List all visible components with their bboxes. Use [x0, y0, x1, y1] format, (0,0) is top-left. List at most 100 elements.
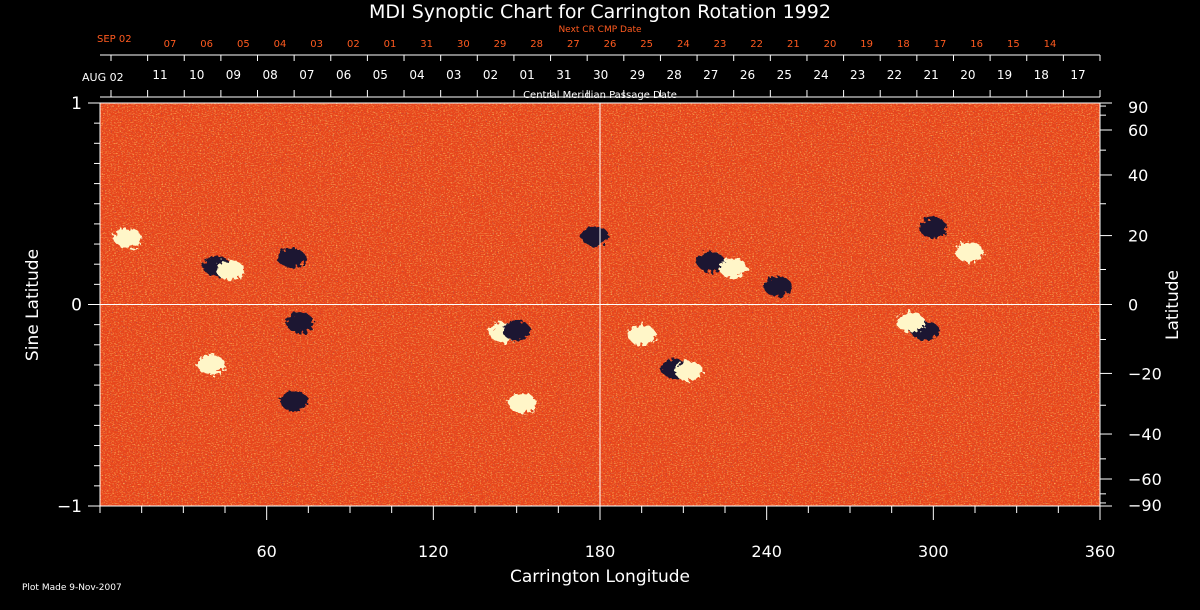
next-date-label: 26	[604, 39, 617, 50]
cmp-date-label: 20	[960, 68, 975, 82]
y-tick-label-right: −40	[1128, 425, 1162, 444]
next-date-label: 22	[750, 39, 763, 50]
next-date-label: 23	[714, 39, 727, 50]
x-tick-label: 60	[256, 542, 276, 561]
active-region	[113, 228, 142, 249]
right-axis: 90 60 40 20 0 −20 −40 −60 −90	[1100, 98, 1162, 515]
next-date-label: 15	[1007, 39, 1020, 50]
top-axis-label: Central Meridian Passage Date	[523, 90, 677, 101]
top-date-axes: Next CR CMP Date SEP 02 AUG 02 Central M…	[82, 25, 1101, 101]
cmp-date-label: 29	[630, 68, 645, 82]
next-axis-start: SEP 02	[97, 34, 132, 45]
next-date-label: 03	[310, 39, 323, 50]
y-tick-label-left: 0	[71, 296, 82, 316]
active-region	[919, 217, 948, 238]
next-axis-label: Next CR CMP Date	[558, 25, 642, 35]
top-axis-start: AUG 02	[82, 71, 124, 84]
bottom-axis: 60 120 180 240 300 360	[99, 506, 1115, 561]
active-region	[763, 276, 792, 297]
cmp-date-label: 01	[520, 68, 535, 82]
next-date-label: 06	[200, 39, 213, 50]
active-region	[508, 393, 537, 414]
cmp-date-label: 02	[483, 68, 498, 82]
next-date-label: 01	[384, 39, 397, 50]
next-date-label: 24	[677, 39, 690, 50]
x-tick-label: 300	[918, 542, 949, 561]
next-date-label: 19	[860, 39, 873, 50]
next-date-label: 17	[934, 39, 947, 50]
cmp-date-label: 19	[997, 68, 1012, 82]
cmp-date-label: 24	[813, 68, 828, 82]
cmp-date-label: 23	[850, 68, 865, 82]
y-tick-label-right: 20	[1128, 227, 1148, 246]
active-regions	[113, 217, 984, 414]
y-tick-label-left: −1	[57, 497, 82, 517]
next-date-label: 25	[640, 39, 653, 50]
plot-made-note: Plot Made 9-Nov-2007	[22, 583, 122, 593]
active-region	[719, 258, 748, 279]
next-date-label: 07	[164, 39, 177, 50]
active-region	[674, 360, 703, 381]
cmp-date-label: 21	[923, 68, 938, 82]
next-date-label: 16	[970, 39, 983, 50]
cmp-date-label: 04	[409, 68, 424, 82]
y-tick-label-right: −60	[1128, 470, 1162, 489]
next-date-label: 04	[274, 39, 287, 50]
next-date-label: 31	[420, 39, 433, 50]
next-date-label: 29	[494, 39, 507, 50]
active-region	[197, 354, 226, 375]
next-date-label: 28	[530, 39, 543, 50]
cmp-date-label: 07	[299, 68, 314, 82]
cmp-date-label: 18	[1034, 68, 1049, 82]
x-tick-label: 180	[585, 542, 616, 561]
next-date-label: 05	[237, 39, 250, 50]
active-region	[580, 225, 609, 246]
y-tick-label-right: −20	[1128, 364, 1162, 383]
active-region	[897, 312, 926, 333]
y-axis-label-right: Latitude	[1163, 270, 1183, 340]
y-tick-label-right: −90	[1128, 496, 1162, 515]
chart-title: MDI Synoptic Chart for Carrington Rotati…	[369, 1, 831, 23]
active-region	[280, 391, 309, 412]
cmp-date-label: 17	[1070, 68, 1085, 82]
active-region	[627, 324, 656, 345]
y-tick-label-right: 40	[1128, 166, 1148, 185]
cmp-date-label: 11	[152, 68, 167, 82]
cmp-date-label: 10	[189, 68, 204, 82]
active-region	[286, 312, 314, 333]
active-region	[955, 242, 984, 263]
next-date-label: 21	[787, 39, 800, 50]
y-tick-label-left: 1	[71, 94, 82, 114]
y-tick-label-right: 60	[1128, 121, 1148, 140]
next-date-label: 30	[457, 39, 470, 50]
active-region	[502, 320, 531, 341]
cmp-date-label: 08	[263, 68, 278, 82]
guide-lines	[100, 103, 1100, 506]
left-axis: 1 0 −1	[57, 94, 100, 517]
next-date-label: 02	[347, 39, 360, 50]
cmp-date-label: 22	[887, 68, 902, 82]
cmp-date-label: 06	[336, 68, 351, 82]
cmp-date-label: 03	[446, 68, 461, 82]
next-date-label: 27	[567, 39, 580, 50]
active-region	[697, 252, 726, 273]
x-axis-label: Carrington Longitude	[510, 567, 690, 587]
active-region	[216, 260, 245, 281]
y-axis-label-left: Sine Latitude	[23, 249, 43, 361]
cmp-date-label: 25	[777, 68, 792, 82]
cmp-date-label: 31	[556, 68, 571, 82]
cmp-date-label: 09	[226, 68, 241, 82]
y-tick-label-right: 90	[1128, 98, 1148, 117]
cmp-date-label: 30	[593, 68, 608, 82]
next-date-label: 18	[897, 39, 910, 50]
cmp-date-label: 28	[666, 68, 681, 82]
x-tick-label: 240	[751, 542, 782, 561]
next-date-label: 14	[1044, 39, 1057, 50]
active-region	[277, 248, 306, 269]
x-tick-label: 120	[418, 542, 449, 561]
next-date-label: 20	[824, 39, 837, 50]
cmp-date-label: 05	[373, 68, 388, 82]
y-tick-label-right: 0	[1128, 296, 1138, 315]
cmp-date-label: 26	[740, 68, 755, 82]
